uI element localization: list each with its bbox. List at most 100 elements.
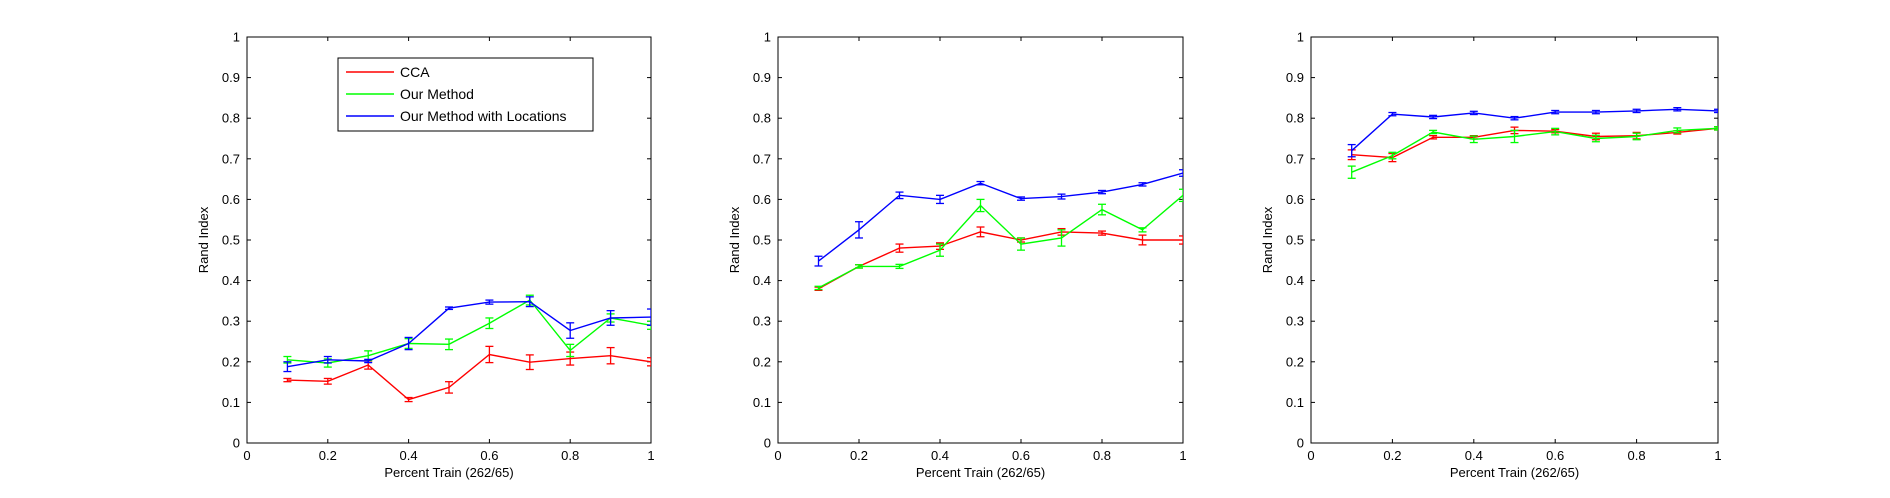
x-tick-label: 0 xyxy=(1307,448,1314,463)
error-bar-our-method-with-locations xyxy=(566,322,575,339)
legend-entry: Our Method xyxy=(400,86,474,102)
error-bar-cca xyxy=(647,357,651,367)
error-bar-our-method xyxy=(1551,127,1560,136)
error-bar-our-method-with-locations xyxy=(855,221,863,239)
error-bar-our-method-with-locations xyxy=(283,361,292,373)
error-bar-our-method-with-locations xyxy=(485,299,494,305)
error-bar-our-method-with-locations xyxy=(1057,193,1066,200)
error-bar-our-method xyxy=(1388,151,1397,160)
series-group xyxy=(283,294,651,403)
error-bar-our-method xyxy=(485,317,494,330)
error-bar-our-method-with-locations xyxy=(1469,110,1478,116)
x-tick-label: 0.2 xyxy=(1383,448,1401,463)
error-bar-our-method-with-locations xyxy=(895,191,904,200)
y-tick-label: 0.1 xyxy=(222,395,240,410)
y-tick-label: 0.2 xyxy=(1286,354,1304,369)
error-bar-cca xyxy=(1179,235,1183,245)
error-bar-cca xyxy=(445,381,453,394)
error-bar-our-method xyxy=(566,343,575,358)
error-bar-our-method-with-locations xyxy=(1179,169,1183,177)
error-bar-our-method xyxy=(855,264,863,269)
error-bar-cca xyxy=(976,226,985,238)
error-bar-our-method-with-locations xyxy=(1632,108,1641,114)
error-bar-our-method-with-locations xyxy=(323,355,332,364)
error-bar-cca xyxy=(323,377,332,385)
error-bar-our-method xyxy=(976,198,985,213)
x-tick-label: 1 xyxy=(1714,448,1721,463)
y-tick-label: 0.5 xyxy=(222,233,240,248)
x-tick-label: 0.4 xyxy=(931,448,949,463)
error-bar-our-method-with-locations xyxy=(1591,109,1600,115)
x-tick-label: 0.8 xyxy=(1093,448,1111,463)
error-bar-our-method xyxy=(1673,127,1682,134)
error-bar-our-method xyxy=(1017,237,1025,251)
error-bar-our-method-with-locations xyxy=(1098,189,1106,195)
series-group xyxy=(814,169,1183,291)
x-axis-label: Percent Train (262/65) xyxy=(384,465,513,480)
y-tick-label: 0.7 xyxy=(753,151,771,166)
series-line-our-method-with-locations xyxy=(287,300,651,368)
y-tick-label: 0.3 xyxy=(1286,314,1304,329)
series-line-our-method-with-locations xyxy=(1351,108,1718,152)
y-axis-label: Rand Index xyxy=(727,206,742,273)
y-tick-label: 0.3 xyxy=(753,314,771,329)
y-tick-label: 1 xyxy=(233,30,240,45)
error-bar-our-method xyxy=(1098,203,1106,216)
error-bar-our-method-with-locations xyxy=(606,309,615,326)
y-tick-label: 0.4 xyxy=(753,273,771,288)
y-tick-label: 0 xyxy=(1297,436,1304,451)
series-line-cca xyxy=(287,353,651,401)
x-tick-label: 0.6 xyxy=(1012,448,1030,463)
y-tick-label: 0.3 xyxy=(222,314,240,329)
y-tick-label: 0 xyxy=(233,436,240,451)
x-tick-label: 0.6 xyxy=(480,448,498,463)
error-bar-our-method-with-locations xyxy=(976,180,985,186)
series-line-our-method xyxy=(287,299,651,364)
x-tick-label: 0.8 xyxy=(1628,448,1646,463)
error-bar-cca xyxy=(1098,230,1106,236)
error-bar-our-method xyxy=(1179,188,1183,203)
y-tick-label: 1 xyxy=(764,30,771,45)
error-bar-our-method xyxy=(1429,129,1438,135)
y-tick-label: 0.8 xyxy=(1286,111,1304,126)
error-bar-cca xyxy=(895,243,904,253)
error-bar-our-method xyxy=(1138,227,1147,233)
y-tick-label: 0.6 xyxy=(753,192,771,207)
x-tick-label: 0.2 xyxy=(319,448,337,463)
y-tick-label: 0.8 xyxy=(222,111,240,126)
y-tick-label: 0.7 xyxy=(222,151,240,166)
error-bar-our-method-with-locations xyxy=(1714,108,1718,114)
y-tick-label: 0.9 xyxy=(753,70,771,85)
x-tick-label: 0.6 xyxy=(1546,448,1564,463)
error-bar-our-method-with-locations xyxy=(525,296,534,308)
y-tick-label: 0.2 xyxy=(222,354,240,369)
error-bar-our-method xyxy=(1510,129,1519,144)
error-bar-our-method xyxy=(895,263,904,270)
y-tick-label: 0.6 xyxy=(1286,192,1304,207)
error-bar-cca xyxy=(404,396,413,403)
error-bar-our-method-with-locations xyxy=(445,306,453,311)
series-line-our-method xyxy=(818,194,1183,289)
error-bar-our-method xyxy=(936,243,944,257)
error-bar-our-method-with-locations xyxy=(1388,111,1397,117)
error-bar-our-method-with-locations xyxy=(936,194,944,205)
error-bar-our-method-with-locations xyxy=(1138,182,1147,187)
y-tick-label: 0.2 xyxy=(753,354,771,369)
y-tick-label: 0.8 xyxy=(753,111,771,126)
legend-entry: CCA xyxy=(400,64,430,80)
error-bar-our-method-with-locations xyxy=(1673,106,1682,112)
error-bar-our-method xyxy=(1057,229,1066,247)
y-tick-label: 1 xyxy=(1297,30,1304,45)
x-tick-label: 0.4 xyxy=(400,448,418,463)
error-bar-our-method xyxy=(445,338,453,351)
error-bar-our-method xyxy=(1714,126,1718,131)
legend: CCA Our Method Our Method with Locations xyxy=(337,57,594,132)
error-bar-cca xyxy=(525,354,534,371)
chart-panel-1: 0 0.1 0.2 0.3 0.4 0.5 0.6 0.7 0.8 0.9 1 0 0.2 0.4 0.6 0… xyxy=(196,30,655,481)
y-tick-label: 0.6 xyxy=(222,192,240,207)
chart-panel-3: 0 0.1 0.2 0.3 0.4 0.5 0.6 0.7 0.8 0.9 1 0 0.2 0.4 0.6 0… xyxy=(1260,30,1722,481)
y-tick-label: 0.9 xyxy=(1286,70,1304,85)
error-bar-our-method-with-locations xyxy=(1510,115,1519,121)
y-tick-label: 0.5 xyxy=(1286,233,1304,248)
